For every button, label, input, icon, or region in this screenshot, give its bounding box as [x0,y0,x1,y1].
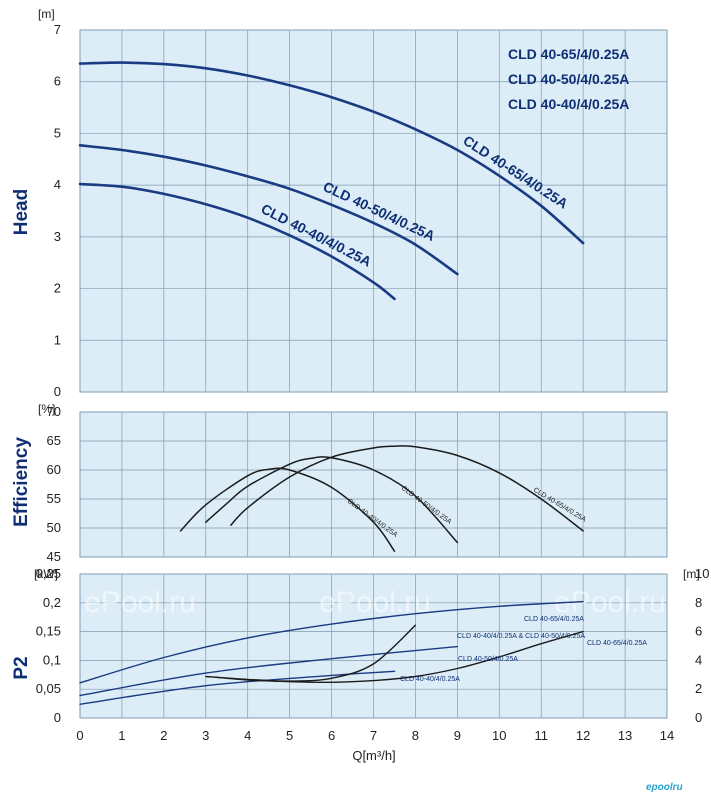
x-tick-label: 3 [202,728,209,743]
y-tick-label: 70 [47,404,61,419]
p2-curve-label-40: CLD 40-40/4/0.25A [400,676,460,683]
y-right-tick-label: 4 [695,652,702,667]
p2-unit-label: [kW] [34,567,58,581]
y-tick-label: 0 [54,384,61,399]
y-right-tick-label: 0 [695,710,702,725]
y-right-tick-label: 2 [695,681,702,696]
p2-curve-1 [79,645,459,697]
y-tick-label: 0,1 [43,652,61,667]
x-tick-label: 5 [286,728,293,743]
site-logo: epoolru [646,782,683,793]
x-tick-label: 0 [76,728,83,743]
y-tick-label: 4 [54,177,61,192]
y-tick-label: 1 [54,332,61,347]
y-tick-label: 0,2 [43,595,61,610]
efficiency-curve-1 [205,456,459,544]
x-tick-label: 9 [454,728,461,743]
y-tick-label: 6 [54,74,61,89]
p2-curve-4 [213,630,584,684]
head-curve-2 [78,182,396,301]
y-tick-label: 7 [54,22,61,37]
p2-curve-label-shared: CLD 40-40/4/0.25A & CLD 40-50/4/0.25A [457,633,585,640]
y-tick-label: 3 [54,229,61,244]
p2-axis-title: P2 [11,656,32,679]
efficiency-curve-2 [179,467,396,552]
y-tick-label: 0,25 [36,566,61,581]
p2-curve-0 [79,600,584,684]
y-tick-label: 45 [47,549,61,564]
y-tick-label: 5 [54,125,61,140]
x-tick-label: 14 [660,728,674,743]
p2-curve-label-50: CLD 40-50/4/0.25A [458,656,518,663]
head-curve-0 [78,61,585,245]
head-unit-label: [m] [38,7,55,21]
x-axis-title: Q[m³/h] [352,748,395,763]
x-tick-label: 12 [576,728,590,743]
y-right-tick-label: 8 [695,595,702,610]
efficiency-axis-title: Efficiency [11,437,32,527]
y-right-tick-label: 10 [695,566,709,581]
grid-lines [80,30,667,718]
legend-entry-65: CLD 40-65/4/0.25A [508,46,629,62]
y-tick-label: 55 [47,491,61,506]
efficiency-curve-0 [230,445,584,532]
p2-right-unit-label: [m] [683,567,700,581]
x-tick-label: 7 [370,728,377,743]
x-tick-label: 2 [160,728,167,743]
x-tick-label: 10 [492,728,506,743]
efficiency-unit-label: [%] [38,402,55,416]
x-tick-label: 13 [618,728,632,743]
legend-entry-40: CLD 40-40/4/0.25A [508,96,629,112]
y-tick-label: 60 [47,462,61,477]
x-tick-label: 11 [534,728,548,743]
x-tick-label: 6 [328,728,335,743]
x-tick-label: 8 [412,728,419,743]
p2-curve-2 [79,670,396,705]
y-right-tick-label: 6 [695,624,702,639]
x-tick-label: 4 [244,728,251,743]
y-tick-label: 0,15 [36,624,61,639]
head-curve-1 [78,144,459,276]
y-tick-label: 0,05 [36,681,61,696]
p2-curve-label-65b: CLD 40-65/4/0.25A [587,640,647,647]
legend-entry-50: CLD 40-50/4/0.25A [508,71,629,87]
tick-labels: 0123456745505560657000,050,10,150,20,250… [36,22,710,743]
x-tick-label: 1 [118,728,125,743]
head-axis-title: Head [11,189,32,235]
y-tick-label: 65 [47,433,61,448]
watermark-1: ePool.ru [84,586,196,619]
y-tick-label: 50 [47,520,61,535]
y-tick-label: 0 [54,710,61,725]
p2-curve-label-65: CLD 40-65/4/0.25A [524,616,584,623]
y-tick-label: 2 [54,281,61,296]
curves [78,61,585,705]
